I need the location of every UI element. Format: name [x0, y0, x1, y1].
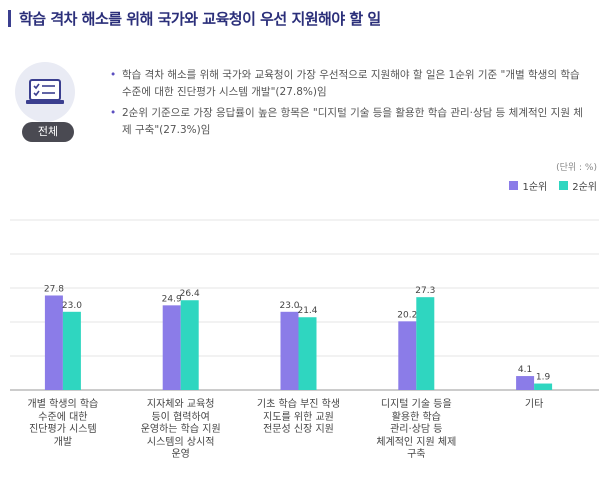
- x-tick-label-line: 관리·상담 등: [390, 424, 443, 435]
- title-bar: 학습 격차 해소를 위해 국가와 교육청이 우선 지원해야 할 일: [8, 8, 381, 29]
- bar-chart: 27.823.024.926.423.021.4 20.227.34.11.9: [10, 219, 599, 391]
- x-tick-label-line: 지자체와 교육청: [146, 399, 215, 410]
- bar-series1: [516, 376, 535, 390]
- chart-legend: 1순위 2순위: [509, 178, 597, 193]
- legend-item-series2: 2순위: [559, 178, 597, 193]
- x-tick-label-line: 디지털 기술 등을: [380, 399, 452, 410]
- x-tick-label-line: 전문성 신장 지원: [263, 424, 334, 435]
- x-tick-label-line: 지도를 위한 교원: [263, 411, 334, 423]
- x-tick-label: 지자체와 교육청 등이 협력하여 운영하는 학습 지원 시스템의 상시적 운영: [129, 399, 233, 462]
- data-label: 20.2: [397, 310, 417, 320]
- summary-note: 학습 격차 해소를 위해 국가와 교육청이 가장 우선적으로 지원해야 할 일은…: [110, 67, 590, 101]
- bar-series2: [416, 297, 435, 390]
- x-tick-label-line: 운영: [171, 449, 190, 460]
- data-label: 26.4: [180, 289, 200, 299]
- bar-series1: [280, 311, 299, 390]
- data-label: 21.4: [297, 306, 317, 316]
- bar-series1: [162, 305, 181, 390]
- x-tick-label: 개별 학생의 학습 수준에 대한 진단평가 시스템 개발: [11, 399, 115, 449]
- data-label: 24.9: [162, 294, 182, 304]
- x-tick-label-line: 개별 학생의 학습: [27, 399, 99, 410]
- title-accent: [8, 10, 11, 27]
- x-tick-label-line: 등이 협력하여: [151, 411, 210, 423]
- x-tick-label-line: 기타: [524, 399, 544, 410]
- x-tick-label-line: 운영하는 학습 지원: [140, 424, 221, 435]
- data-label: 4.1: [518, 365, 532, 375]
- x-tick-label-line: 개발: [53, 436, 73, 448]
- legend-label: 2순위: [572, 182, 597, 193]
- bar-series1: [44, 295, 63, 390]
- x-tick-label: 디지털 기술 등을 활용한 학습 관리·상담 등 체계적인 지원 체제 구축: [364, 399, 468, 462]
- summary-notes: 학습 격차 해소를 위해 국가와 교육청이 가장 우선적으로 지원해야 할 일은…: [110, 67, 590, 143]
- summary-note: 2순위 기준으로 가장 응답률이 높은 항목은 "디지털 기술 등을 활용한 학…: [110, 105, 590, 139]
- x-tick-label-line: 체계적인 지원 체제: [376, 436, 457, 448]
- bar-series1: [398, 321, 417, 390]
- category-badge: 전체: [22, 122, 74, 142]
- x-tick-label-line: 수준에 대한: [38, 411, 88, 423]
- checklist-laptop-icon: [26, 79, 64, 104]
- data-label: 23.0: [279, 301, 299, 311]
- data-label: 1.9: [536, 373, 551, 383]
- legend-swatch: [559, 181, 569, 190]
- bar-series2: [534, 383, 553, 390]
- bar-series2: [62, 311, 81, 390]
- x-tick-label-line: 진단평가 시스템: [29, 424, 97, 435]
- bar-series2: [180, 300, 199, 390]
- bar-series2: [298, 317, 317, 390]
- data-label: 27.3: [415, 286, 435, 296]
- legend-swatch: [509, 181, 519, 190]
- page-title: 학습 격차 해소를 위해 국가와 교육청이 우선 지원해야 할 일: [19, 10, 381, 28]
- data-label: 23.0: [62, 301, 82, 311]
- x-tick-label: 기타: [482, 399, 586, 412]
- x-tick-label-line: 기초 학습 부진 학생: [256, 399, 341, 410]
- x-tick-label-line: 시스템의 상시적: [146, 436, 215, 448]
- x-tick-label-line: 활용한 학습: [391, 411, 441, 423]
- legend-item-series1: 1순위: [509, 178, 547, 193]
- x-tick-label: 기초 학습 부진 학생 지도를 위한 교원 전문성 신장 지원: [247, 399, 351, 437]
- unit-label: (단위 : %): [556, 163, 597, 173]
- x-tick-label-line: 구축: [407, 449, 426, 460]
- legend-label: 1순위: [522, 182, 548, 193]
- data-label: 27.8: [44, 284, 64, 294]
- diagnostic-icon-circle: [15, 62, 75, 122]
